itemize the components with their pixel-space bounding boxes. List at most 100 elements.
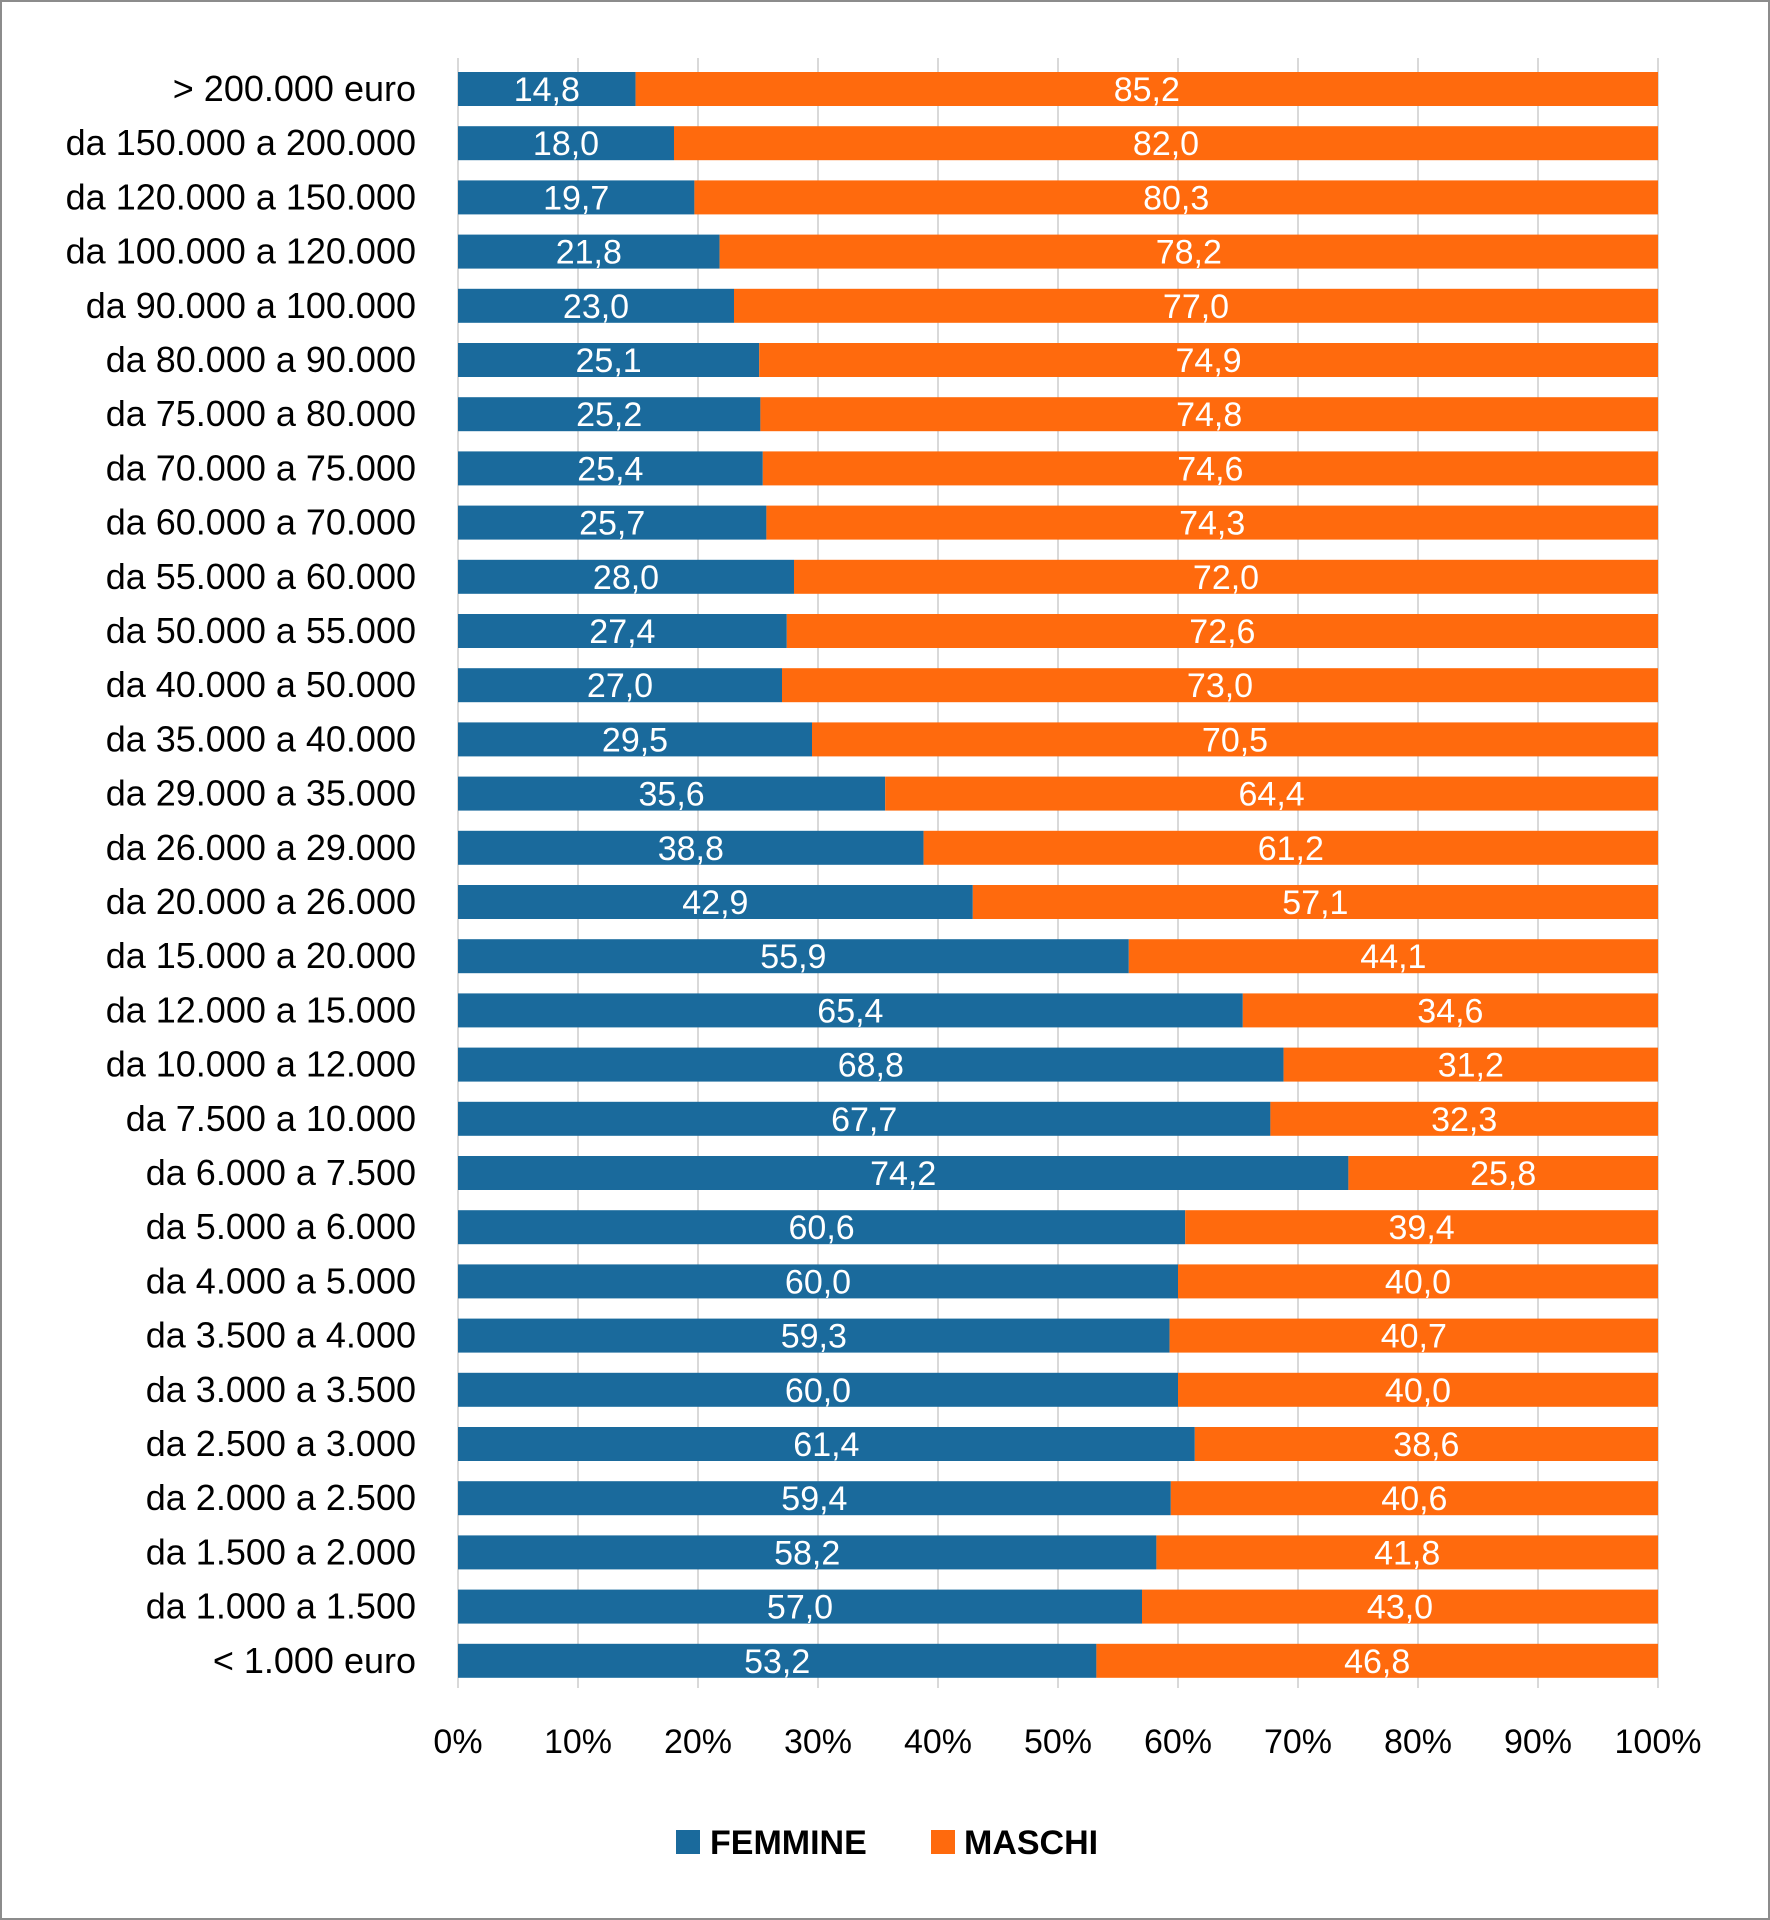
category-label: da 60.000 a 70.000	[106, 502, 416, 543]
data-label-maschi: 57,1	[1282, 884, 1348, 922]
data-label-maschi: 64,4	[1239, 776, 1305, 814]
x-tick-label: 80%	[1384, 1723, 1452, 1761]
bar-maschi	[1185, 1210, 1658, 1245]
data-label-maschi: 40,0	[1385, 1263, 1451, 1301]
x-tick-label: 40%	[904, 1723, 972, 1761]
bar-maschi	[719, 234, 1658, 269]
x-tick-label: 70%	[1264, 1723, 1332, 1761]
data-label-femmine: 27,4	[589, 613, 655, 651]
data-label-femmine: 18,0	[533, 125, 599, 163]
bar-maschi	[1348, 1156, 1658, 1190]
data-label-femmine: 21,8	[556, 234, 622, 272]
bar-femmine	[458, 1643, 1097, 1678]
bar-femmine	[458, 1264, 1178, 1299]
category-label: da 2.500 a 3.000	[146, 1423, 416, 1464]
category-label: da 75.000 a 80.000	[106, 393, 416, 434]
bar-maschi	[786, 614, 1658, 648]
category-label: da 2.000 a 2.500	[146, 1477, 416, 1518]
data-label-maschi: 70,5	[1202, 721, 1268, 759]
data-label-femmine: 68,8	[838, 1047, 904, 1085]
legend: FEMMINE MASCHI	[676, 1824, 1098, 1862]
category-label: da 40.000 a 50.000	[106, 664, 416, 705]
category-label: da 12.000 a 15.000	[106, 989, 416, 1030]
category-label: da 3.500 a 4.000	[146, 1315, 416, 1356]
bar-maschi	[762, 451, 1658, 486]
bar-femmine	[458, 288, 734, 323]
bar-femmine	[458, 343, 760, 377]
category-label: da 6.000 a 7.500	[146, 1152, 416, 1193]
bar-femmine	[458, 1372, 1178, 1407]
data-label-maschi: 44,1	[1360, 938, 1426, 976]
bar-femmine	[458, 1210, 1186, 1245]
data-label-femmine: 59,4	[781, 1480, 847, 1518]
category-label: da 15.000 a 20.000	[106, 935, 416, 976]
data-label-maschi: 74,6	[1177, 450, 1243, 488]
data-label-femmine: 19,7	[543, 179, 609, 217]
bar-femmine	[458, 126, 674, 161]
bar-maschi	[1283, 1047, 1658, 1082]
data-label-maschi: 82,0	[1133, 125, 1199, 163]
bar-femmine	[458, 776, 886, 811]
data-label-maschi: 31,2	[1438, 1047, 1504, 1085]
bar-maschi	[1156, 1535, 1658, 1570]
bar-maschi	[760, 397, 1658, 432]
bar-maschi	[1096, 1643, 1658, 1678]
bar-maschi	[812, 722, 1658, 757]
legend-label-maschi: MASCHI	[964, 1824, 1098, 1862]
data-label-femmine: 25,1	[576, 342, 642, 380]
data-label-femmine: 25,4	[577, 450, 643, 488]
category-label: da 150.000 a 200.000	[66, 122, 416, 163]
bar-femmine	[458, 180, 695, 215]
gridlines	[457, 58, 1659, 1688]
data-label-femmine: 23,0	[563, 288, 629, 326]
category-label: da 1.500 a 2.000	[146, 1531, 416, 1572]
data-label-femmine: 59,3	[781, 1318, 847, 1356]
data-label-maschi: 78,2	[1156, 234, 1222, 272]
bar-maschi	[1128, 939, 1658, 974]
category-label: da 80.000 a 90.000	[106, 339, 416, 380]
bar-maschi	[674, 126, 1658, 161]
bar-maschi	[1178, 1264, 1658, 1299]
x-tick-label: 10%	[544, 1723, 612, 1761]
bar-maschi	[1142, 1589, 1658, 1624]
x-tick-label: 100%	[1615, 1723, 1702, 1761]
data-label-femmine: 35,6	[639, 776, 705, 814]
category-label: da 7.500 a 10.000	[126, 1098, 416, 1139]
data-label-maschi: 39,4	[1389, 1209, 1455, 1247]
category-label: da 100.000 a 120.000	[66, 231, 416, 272]
bar-maschi	[1270, 1101, 1658, 1136]
bar-femmine	[458, 1047, 1284, 1082]
bar-femmine	[458, 830, 924, 865]
data-label-maschi: 74,3	[1179, 505, 1245, 543]
legend-label-femmine: FEMMINE	[710, 1824, 867, 1862]
bar-maschi	[923, 830, 1658, 865]
data-label-femmine: 27,0	[587, 667, 653, 705]
category-label: > 200.000 euro	[173, 68, 416, 109]
bar-femmine	[458, 614, 787, 648]
legend-swatch-femmine	[676, 1830, 700, 1854]
bar-maschi	[885, 776, 1658, 811]
bar-femmine	[458, 1535, 1157, 1570]
data-label-femmine: 65,4	[817, 992, 883, 1030]
bar-femmine	[458, 1427, 1195, 1461]
bar-femmine	[458, 1589, 1142, 1624]
data-label-maschi: 74,9	[1176, 342, 1242, 380]
data-label-femmine: 25,2	[576, 396, 642, 434]
bar-femmine	[458, 505, 767, 540]
data-label-femmine: 60,6	[789, 1209, 855, 1247]
bar-femmine	[458, 559, 794, 594]
bar-maschi	[635, 72, 1658, 106]
bar-maschi	[759, 343, 1658, 377]
data-label-maschi: 32,3	[1431, 1101, 1497, 1139]
category-label: da 1.000 a 1.500	[146, 1586, 416, 1627]
data-label-femmine: 14,8	[514, 71, 580, 109]
bar-maschi	[1194, 1427, 1658, 1461]
category-label: da 26.000 a 29.000	[106, 827, 416, 868]
data-label-femmine: 55,9	[760, 938, 826, 976]
category-label: da 50.000 a 55.000	[106, 610, 416, 651]
x-tick-label: 90%	[1504, 1723, 1572, 1761]
bar-maschi	[734, 288, 1658, 323]
bar-maschi	[1170, 1481, 1658, 1516]
bar-maschi	[766, 505, 1658, 540]
